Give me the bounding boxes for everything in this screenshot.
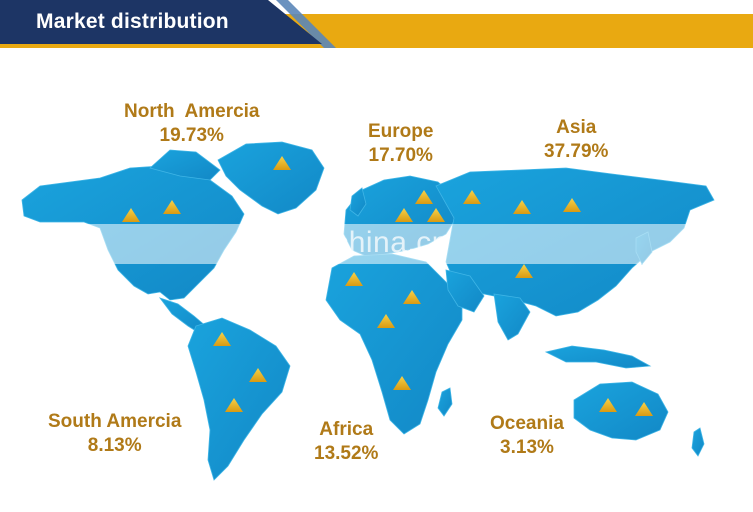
market-marker-icon	[599, 398, 617, 412]
region-name: Asia	[556, 117, 597, 138]
continent-north-america-arctic	[149, 149, 221, 181]
market-markers	[122, 156, 653, 416]
region-percent: 13.52%	[314, 443, 379, 464]
continent-greenland	[217, 141, 325, 215]
continent-south-america	[187, 317, 291, 481]
market-marker-icon	[563, 198, 581, 212]
market-marker-icon	[345, 272, 363, 286]
market-marker-icon	[427, 208, 445, 222]
market-marker-icon	[393, 376, 411, 390]
watermark-band	[20, 224, 740, 264]
market-marker-icon	[273, 156, 291, 170]
market-marker-icon	[415, 190, 433, 204]
watermark-text: en.china.cn	[290, 226, 449, 259]
region-name: Oceania	[490, 413, 564, 434]
market-marker-icon	[463, 190, 481, 204]
region-name: South Amercia	[48, 411, 182, 432]
region-percent: 17.70%	[368, 145, 433, 166]
region-percent: 19.73%	[159, 125, 224, 146]
region-label-africa: Africa 13.52%	[314, 418, 378, 466]
region-label-north-america: North Amercia 19.73%	[124, 100, 260, 148]
market-marker-icon	[213, 332, 231, 346]
header-banner: Market distribution	[0, 0, 753, 48]
region-name: Europe	[368, 121, 434, 142]
continent-australia	[573, 381, 669, 441]
market-marker-icon	[122, 208, 140, 222]
market-marker-icon	[225, 398, 243, 412]
continent-india	[493, 293, 531, 341]
region-percent: 37.79%	[544, 141, 609, 162]
continent-arabia	[445, 269, 485, 313]
market-marker-icon	[249, 368, 267, 382]
region-percent: 3.13%	[500, 437, 554, 458]
continent-new-zealand	[691, 427, 705, 457]
region-label-asia: Asia 37.79%	[544, 116, 608, 164]
header-title-tab	[0, 0, 322, 44]
page-title: Market distribution	[36, 10, 229, 33]
region-label-oceania: Oceania 3.13%	[490, 412, 564, 460]
region-label-south-america: South Amercia 8.13%	[48, 410, 181, 458]
market-marker-icon	[403, 290, 421, 304]
market-marker-icon	[163, 200, 181, 214]
region-label-europe: Europe 17.70%	[368, 120, 433, 168]
market-marker-icon	[635, 402, 653, 416]
continent-uk	[349, 187, 367, 217]
continent-indonesia	[544, 345, 652, 369]
region-percent: 8.13%	[87, 435, 142, 456]
market-marker-icon	[395, 208, 413, 222]
market-marker-icon	[377, 314, 395, 328]
continent-madagascar	[437, 387, 453, 417]
market-marker-icon	[515, 264, 533, 278]
region-name: North Amercia	[124, 101, 260, 122]
market-marker-icon	[513, 200, 531, 214]
region-name: Africa	[319, 419, 374, 440]
